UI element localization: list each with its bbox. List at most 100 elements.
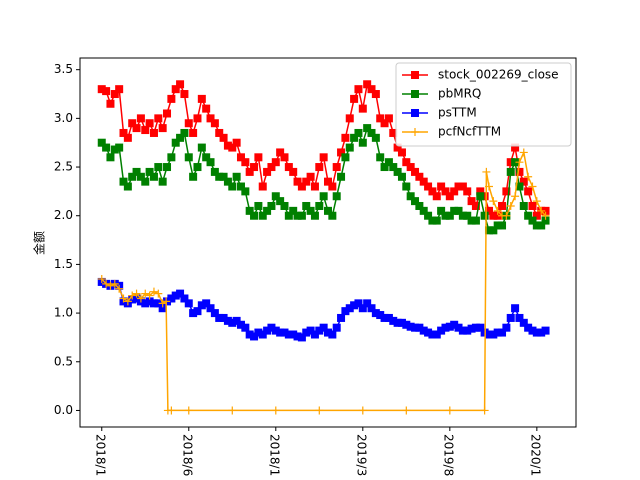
data-point — [180, 90, 189, 99]
data-point — [489, 330, 498, 339]
data-point — [384, 158, 393, 167]
series-pbMRQ — [97, 124, 550, 235]
data-point — [432, 192, 441, 201]
data-point — [419, 206, 428, 215]
data-point — [406, 192, 415, 201]
data-point — [332, 323, 341, 332]
data-point — [319, 192, 328, 201]
data-point — [232, 138, 241, 147]
data-point — [171, 291, 180, 300]
y-tick-label: 3.0 — [54, 111, 73, 125]
data-point — [276, 197, 285, 206]
data-point — [445, 211, 454, 220]
data-point — [441, 323, 450, 332]
data-point — [376, 153, 385, 162]
data-point — [128, 291, 137, 300]
data-point — [167, 406, 176, 415]
data-point — [241, 323, 250, 332]
data-point — [350, 301, 359, 310]
data-point — [406, 322, 415, 331]
x-tick-label: 2018/1 — [267, 434, 281, 476]
data-point — [319, 153, 328, 162]
data-point — [393, 318, 402, 327]
data-point — [324, 177, 332, 186]
data-point — [206, 114, 215, 123]
data-point — [228, 182, 237, 191]
data-point — [480, 192, 489, 201]
data-point — [380, 119, 389, 128]
data-point — [367, 304, 376, 313]
data-point — [345, 304, 354, 313]
data-point — [276, 148, 285, 157]
data-point — [411, 167, 420, 176]
legend-item: stock_002269_close — [402, 68, 559, 82]
data-point — [458, 326, 467, 335]
data-point — [197, 143, 206, 152]
data-point — [367, 85, 376, 94]
data-point — [532, 197, 541, 206]
data-point — [119, 177, 128, 186]
data-point — [454, 206, 463, 215]
y-axis: 0.0 0.5 1.0 1.5 2.0 2.5 3.0 3.5 — [54, 62, 80, 417]
data-point — [128, 172, 137, 181]
data-point — [498, 221, 507, 230]
data-point — [110, 145, 119, 154]
data-point — [310, 211, 319, 220]
data-point — [537, 328, 546, 337]
data-point — [145, 119, 154, 128]
legend-item: pcfNcfTTM — [402, 125, 501, 139]
y-tick-label: 2.5 — [54, 160, 73, 174]
data-point — [141, 126, 150, 135]
data-point — [202, 153, 211, 162]
data-point — [219, 133, 228, 142]
data-point — [154, 289, 163, 298]
data-point — [489, 197, 498, 206]
data-point — [245, 206, 254, 215]
data-point — [106, 99, 115, 108]
data-point — [380, 313, 389, 322]
data-point — [389, 163, 398, 172]
data-point — [489, 226, 498, 235]
data-point — [363, 299, 372, 308]
data-point — [397, 318, 406, 327]
data-point — [263, 326, 272, 335]
data-point — [167, 153, 176, 162]
data-point — [502, 187, 511, 196]
data-point — [315, 163, 324, 172]
data-point — [223, 177, 232, 186]
data-point — [193, 114, 202, 123]
data-point — [102, 143, 111, 152]
data-point — [437, 206, 446, 215]
y-tick-label: 3.5 — [54, 62, 73, 76]
y-tick-label: 2.0 — [54, 208, 73, 222]
data-point — [502, 323, 511, 332]
data-point — [524, 323, 533, 332]
data-point — [141, 299, 150, 308]
data-point — [484, 182, 493, 191]
data-point — [136, 114, 145, 123]
data-point — [267, 163, 276, 172]
data-point — [206, 304, 215, 313]
data-point — [454, 323, 463, 332]
data-point — [432, 216, 441, 225]
data-point — [463, 187, 472, 196]
plot-frame — [79, 57, 577, 428]
data-point — [119, 128, 128, 137]
data-point — [245, 330, 254, 339]
data-point — [267, 323, 276, 332]
data-point — [219, 313, 228, 322]
data-point — [498, 328, 507, 337]
data-point — [110, 279, 119, 288]
y-tick-label: 0.0 — [54, 403, 73, 417]
data-point — [315, 406, 324, 415]
legend-marker — [411, 128, 419, 136]
data-point — [297, 182, 306, 191]
series-pcfNcfTTM — [97, 148, 550, 415]
data-point — [310, 182, 319, 191]
data-point — [102, 279, 111, 288]
data-point — [358, 104, 367, 113]
data-point — [432, 330, 441, 339]
legend-marker — [411, 90, 419, 98]
data-point — [337, 148, 346, 157]
data-point — [458, 211, 467, 220]
